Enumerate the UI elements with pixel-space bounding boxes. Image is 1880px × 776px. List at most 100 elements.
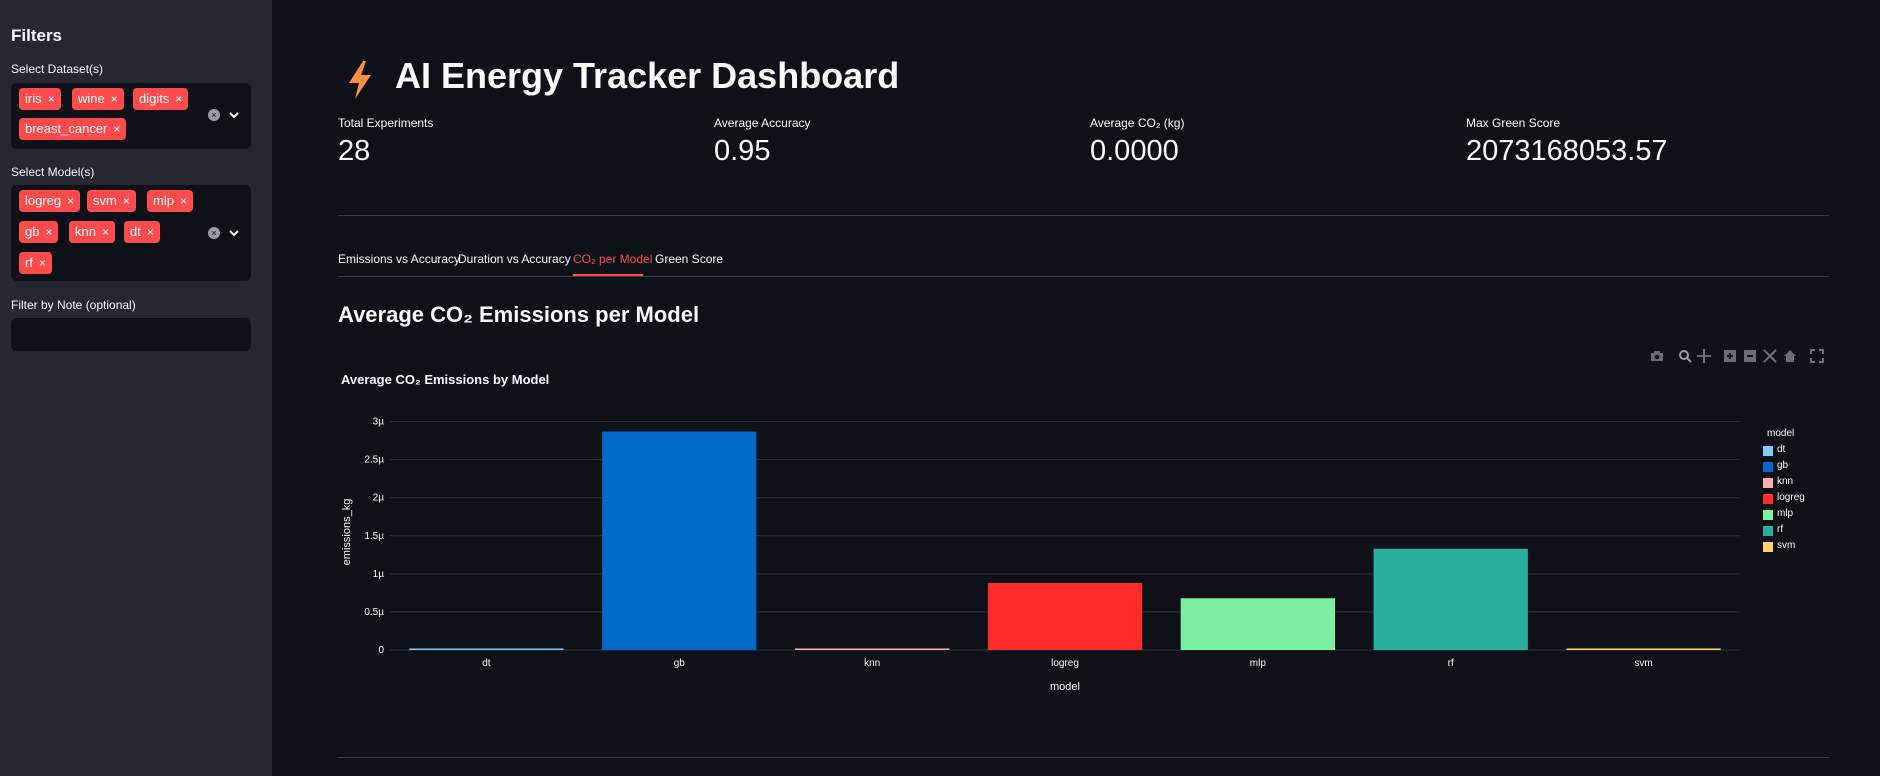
autoscale-icon[interactable] [1763,349,1777,363]
y-tick-label: 0.5µ [364,607,384,618]
x-tick-label: dt [482,658,491,669]
dataset-multiselect[interactable]: iris × wine × digits × breast_cancer × × [11,83,251,149]
zoom-icon[interactable] [1678,349,1692,363]
dataset-select-label: Select Dataset(s) [11,62,104,76]
legend-swatch [1763,494,1773,504]
legend-item-knn[interactable]: knn [1763,476,1794,488]
zoom-out-icon[interactable] [1743,349,1757,363]
y-tick-label: 0 [378,645,384,656]
y-tick-label: 1.5µ [364,531,384,542]
remove-tag-icon[interactable]: × [146,225,154,239]
metric-label-average-accuracy: Average Accuracy [714,116,811,130]
metric-label-average-co2: Average CO₂ (kg) [1090,116,1185,130]
legend-item-svm[interactable]: svm [1763,540,1796,552]
legend-swatch [1763,462,1773,472]
remove-tag-icon[interactable]: × [38,256,46,270]
metric-label-total-experiments: Total Experiments [338,116,434,130]
active-tab-indicator [573,274,643,276]
clear-all-icon[interactable]: × [208,109,220,121]
tab-green-score[interactable]: Green Score [655,252,724,266]
dataset-tag[interactable]: iris × [19,88,61,110]
legend-swatch [1763,510,1773,520]
tab-emissions-vs-accuracy[interactable]: Emissions vs Accuracy [338,252,461,266]
remove-tag-icon[interactable]: × [67,194,75,208]
bar-mlp [1180,598,1335,650]
y-tick-label: 2.5µ [364,455,384,466]
y-tick-label: 2µ [373,493,385,504]
remove-tag-icon[interactable]: × [45,225,53,239]
legend-label: knn [1777,476,1794,487]
x-tick-label: rf [1448,658,1454,669]
metric-value-average-accuracy: 0.95 [714,135,771,167]
legend-swatch [1763,526,1773,536]
model-tag[interactable]: dt × [124,221,160,243]
legend-item-gb[interactable]: gb [1763,460,1789,472]
tabs-divider [338,276,1829,277]
chevron-down-icon[interactable] [226,225,242,241]
bar-rf [1373,548,1528,650]
note-filter-label: Filter by Note (optional) [11,298,136,312]
zoom-in-icon[interactable] [1723,349,1737,363]
note-filter-input[interactable] [11,318,251,351]
dataset-tag[interactable]: wine × [72,88,124,110]
metric-label-max-green-score: Max Green Score [1466,116,1561,130]
model-multiselect[interactable]: logreg × svm × mlp × gb × knn × dt × rf × × [11,185,251,281]
page-title: AI Energy Tracker Dashboard [395,55,900,96]
dataset-tag[interactable]: digits × [133,88,189,110]
remove-tag-icon[interactable]: × [175,92,183,106]
x-axis-label: model [1050,681,1080,693]
dataset-tag[interactable]: breast_cancer × [19,118,127,140]
remove-tag-icon[interactable]: × [122,194,130,208]
model-tag[interactable]: mlp × [147,190,193,212]
legend-label: rf [1777,524,1784,535]
chart-title: Average CO₂ Emissions by Model [341,372,550,387]
model-tag[interactable]: rf × [19,252,52,274]
divider [338,215,1829,216]
clear-all-icon[interactable]: × [208,227,220,239]
metric-value-total-experiments: 28 [338,135,371,167]
x-tick-label: knn [864,658,880,669]
legend-swatch [1763,542,1773,552]
model-tag[interactable]: knn × [69,221,115,243]
home-icon[interactable] [1783,349,1797,363]
section-title: Average CO₂ Emissions per Model [338,302,700,327]
legend-item-mlp[interactable]: mlp [1763,508,1794,520]
y-tick-label: 3µ [373,417,385,428]
model-tag[interactable]: gb × [19,221,59,243]
legend-item-logreg[interactable]: logreg [1763,492,1805,504]
remove-tag-icon[interactable]: × [113,122,121,136]
bottom-divider [338,757,1829,758]
y-tick-label: 1µ [373,569,385,580]
model-select-label: Select Model(s) [11,165,95,179]
legend-label: svm [1777,540,1796,551]
remove-tag-icon[interactable]: × [101,225,109,239]
legend-swatch [1763,478,1773,488]
remove-tag-icon[interactable]: × [110,92,118,106]
legend-label: logreg [1777,492,1805,503]
legend-label: gb [1777,460,1789,471]
x-tick-label: logreg [1051,658,1079,669]
metric-value-average-co2: 0.0000 [1090,135,1179,167]
legend-item-dt[interactable]: dt [1763,444,1786,456]
fullscreen-icon[interactable] [1810,349,1824,363]
camera-icon[interactable] [1650,349,1664,363]
chevron-down-icon[interactable] [226,107,242,123]
model-tag[interactable]: logreg × [19,190,81,212]
legend-item-rf[interactable]: rf [1763,524,1784,536]
legend-title: model [1767,428,1795,439]
bar-logreg [987,583,1143,650]
pan-icon[interactable] [1697,349,1711,363]
tab-co2-per-model[interactable]: CO₂ per Model [573,252,653,266]
x-tick-label: mlp [1250,658,1267,669]
bar-dt [409,648,564,650]
tab-duration-vs-accuracy[interactable]: Duration vs Accuracy [458,252,571,266]
metric-value-max-green-score: 2073168053.57 [1466,135,1668,167]
legend-label: mlp [1777,508,1794,519]
bar-knn [795,648,950,650]
remove-tag-icon[interactable]: × [47,92,55,106]
model-tag[interactable]: svm × [87,190,136,212]
remove-tag-icon[interactable]: × [179,194,187,208]
legend-label: dt [1777,444,1786,455]
bar-svm [1566,648,1721,650]
